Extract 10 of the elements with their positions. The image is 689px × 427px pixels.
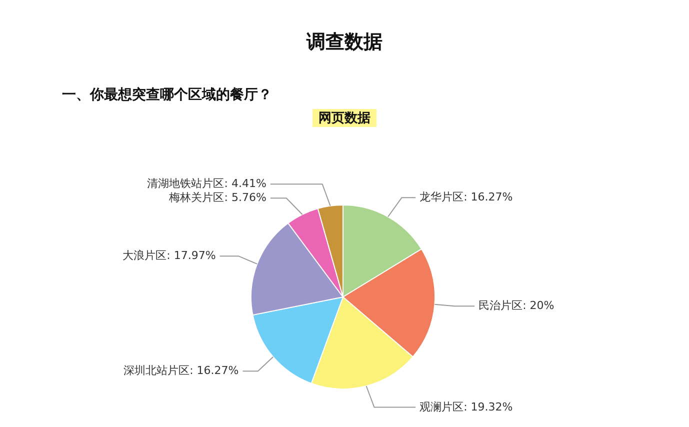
chart-title: 调查数据 — [306, 31, 382, 53]
slice-label: 民治片区: 20% — [478, 299, 554, 312]
chart-subtitle: 一、你最想突查哪个区域的餐厅？ — [62, 86, 272, 103]
slice-label: 龙华片区: 16.27% — [420, 190, 513, 204]
slice-label: 观澜片区: 19.32% — [420, 400, 513, 414]
slice-label: 清湖地铁站片区: 4.41% — [147, 177, 266, 190]
text: 网页数据 — [318, 111, 370, 126]
slice-label: 深圳北站片区: 16.27% — [124, 364, 239, 378]
slice-label: 梅林关片区: 5.76% — [168, 191, 266, 204]
slice-label: 大浪片区: 17.97% — [122, 249, 216, 262]
